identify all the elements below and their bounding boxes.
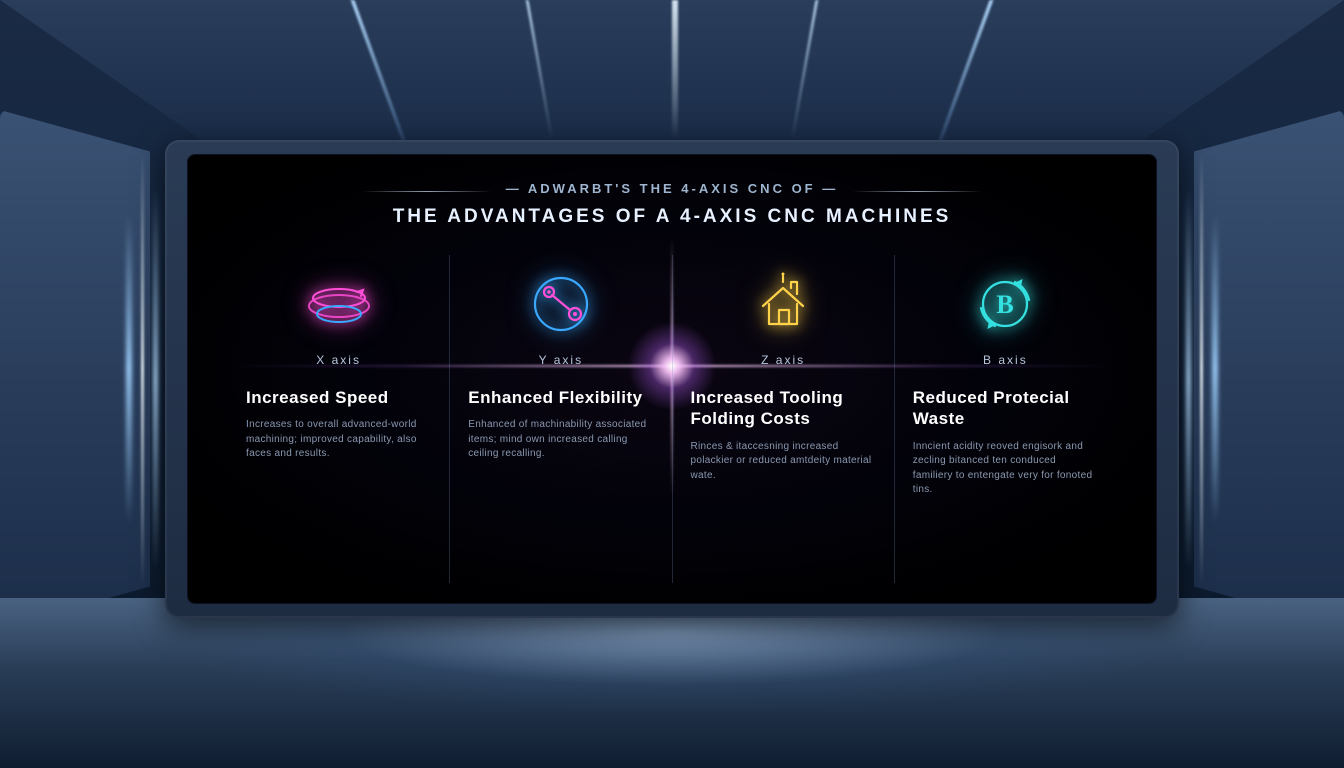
display-screen: — ADWARBT'S THE 4-AXIS CNC OF — THE ADVA… (187, 154, 1157, 604)
benefit-title: Increased Speed (246, 387, 431, 408)
b-letter: B (997, 290, 1014, 319)
axis-label: Y axis (468, 353, 653, 367)
house-cost-icon (747, 268, 819, 340)
ceiling-panel (0, 0, 1344, 140)
header-title: THE ADVANTAGES OF A 4-AXIS CNC MACHINES (228, 206, 1116, 228)
benefit-title: Reduced Protecial Waste (913, 387, 1098, 430)
spiral-rotation-icon (303, 268, 375, 340)
benefit-title: Enhanced Flexibility (468, 387, 653, 408)
column-x-axis: X axis Increased Speed Increases to over… (228, 255, 449, 583)
display-frame: — ADWARBT'S THE 4-AXIS CNC OF — THE ADVA… (165, 140, 1179, 618)
benefit-desc: Rinces & itaccesning increased polackier… (691, 440, 876, 484)
advantages-grid: X axis Increased Speed Increases to over… (228, 255, 1116, 583)
header-subtitle: — ADWARBT'S THE 4-AXIS CNC OF — (506, 181, 839, 196)
b-cycle-icon: B (969, 268, 1041, 340)
wall-panel-right (1194, 110, 1344, 628)
column-b-axis: B B axis Reduced Protecial Waste Inncien… (894, 255, 1116, 583)
hinge-joint-icon (525, 268, 597, 340)
benefit-title: Increased Tooling Folding Costs (691, 387, 876, 430)
benefit-desc: Enhanced of machinability associated ite… (468, 418, 653, 462)
column-z-axis: Z axis Increased Tooling Folding Costs R… (672, 255, 894, 583)
axis-label: B axis (913, 353, 1098, 367)
benefit-desc: Inncient acidity reoved engisork and zec… (913, 440, 1098, 498)
axis-label: Z axis (691, 353, 876, 367)
header: — ADWARBT'S THE 4-AXIS CNC OF — THE ADVA… (228, 181, 1116, 228)
benefit-desc: Increases to overall advanced-world mach… (246, 418, 431, 462)
floor-reflection (0, 598, 1344, 768)
wall-panel-left (0, 110, 150, 628)
column-y-axis: Y axis Enhanced Flexibility Enhanced of … (449, 255, 671, 583)
axis-label: X axis (246, 353, 431, 367)
